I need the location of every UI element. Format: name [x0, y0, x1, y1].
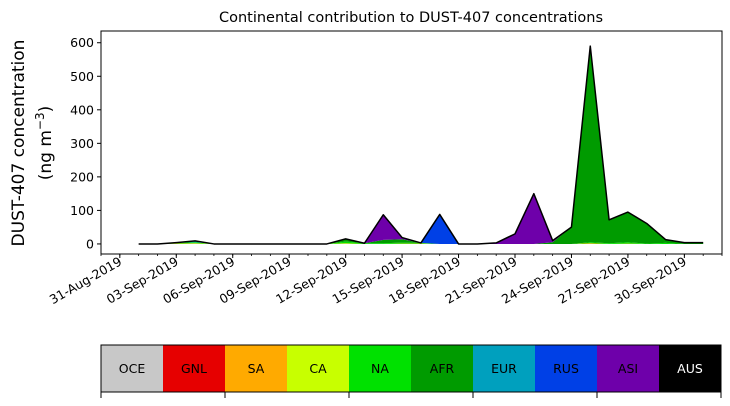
area-afr	[138, 46, 704, 244]
colorbar-legend: OCE GNL SA CA NA AFR EUR RUS ASI AUS	[100, 344, 722, 398]
y-axis-label-exp: −3	[33, 112, 47, 130]
total-outline	[138, 45, 704, 245]
legend-swatch-na	[349, 345, 412, 392]
legend-label-sa: SA	[248, 361, 265, 376]
y-tick-label: 100	[70, 203, 94, 218]
area-aus	[138, 46, 704, 244]
y-axis-label-line2: (ng m−3)	[33, 106, 56, 181]
legend-swatch-afr	[411, 345, 474, 392]
legend-label-ca: CA	[309, 361, 327, 376]
legend-label-rus: RUS	[553, 361, 579, 376]
y-axis-label-line1: DUST-407 concentration	[9, 40, 29, 247]
axes: 010020030040050060031-Aug-201903-Sep-201…	[47, 30, 723, 307]
legend-label-aus: AUS	[677, 361, 703, 376]
legend-swatch-aus	[659, 345, 722, 392]
legend-label-afr: AFR	[430, 361, 455, 376]
axes-frame	[100, 30, 723, 255]
chart-title: Continental contribution to DUST-407 con…	[219, 10, 603, 26]
area-eur	[138, 46, 704, 244]
legend-swatch-gnl	[163, 345, 226, 392]
legend-label-oce: OCE	[119, 361, 146, 376]
legend-swatch-ca	[287, 345, 350, 392]
plot-area	[138, 45, 704, 245]
legend-label-eur: EUR	[491, 361, 517, 376]
legend-swatch-asi	[597, 345, 660, 392]
y-axis-label: DUST-407 concentration (ng m−3)	[9, 40, 56, 247]
area-asi	[138, 46, 704, 244]
y-tick-label: 0	[86, 236, 94, 251]
y-tick-label: 600	[70, 35, 94, 50]
y-tick-label: 300	[70, 136, 94, 151]
y-axis-label-prefix: (ng m	[36, 130, 56, 180]
legend-swatch-sa	[225, 345, 288, 392]
legend-swatch-oce	[101, 345, 164, 392]
y-axis-label-suffix: )	[36, 106, 56, 113]
area-rus	[138, 46, 704, 244]
area-ca	[138, 243, 704, 244]
y-tick-label: 400	[70, 102, 94, 117]
legend-label-na: NA	[371, 361, 389, 376]
y-tick-label: 200	[70, 169, 94, 184]
legend-label-asi: ASI	[618, 361, 638, 376]
y-tick-label: 500	[70, 69, 94, 84]
legend-label-gnl: GNL	[181, 361, 207, 376]
colorbar-frame	[100, 344, 722, 393]
legend-swatch-rus	[535, 345, 598, 392]
legend-swatch-eur	[473, 345, 536, 392]
